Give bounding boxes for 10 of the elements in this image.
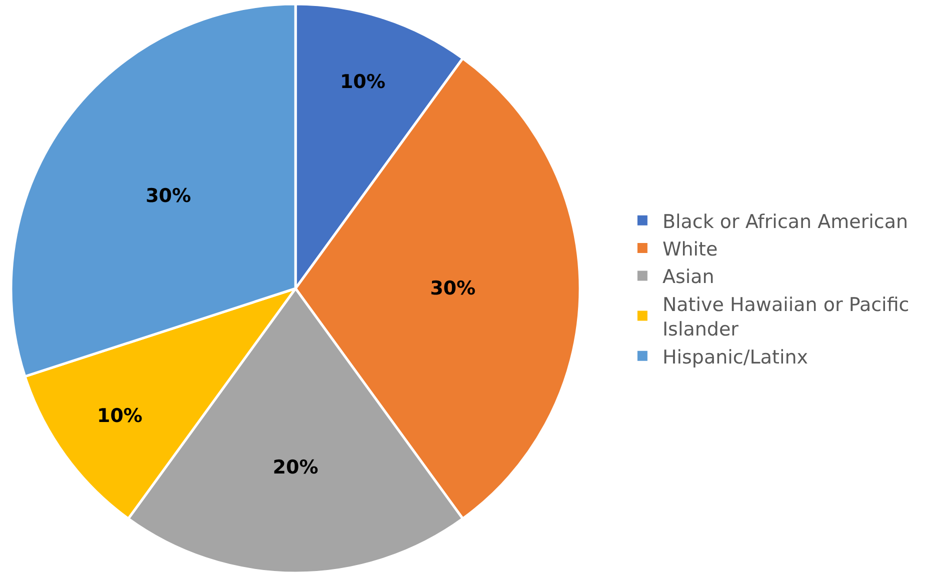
data-label: 10% [96, 405, 142, 428]
data-label: 30% [430, 278, 476, 300]
legend-label: White [662, 238, 718, 260]
legend-label: Hispanic/Latinx [662, 346, 808, 368]
data-label: 10% [340, 70, 386, 93]
data-label: 30% [146, 185, 192, 208]
data-label: 20% [272, 456, 318, 479]
legend-label: Asian [662, 266, 714, 288]
legend-label: Black or African American [662, 210, 908, 233]
legend-label: Native Hawaiian or Pacific Islander [662, 294, 910, 341]
